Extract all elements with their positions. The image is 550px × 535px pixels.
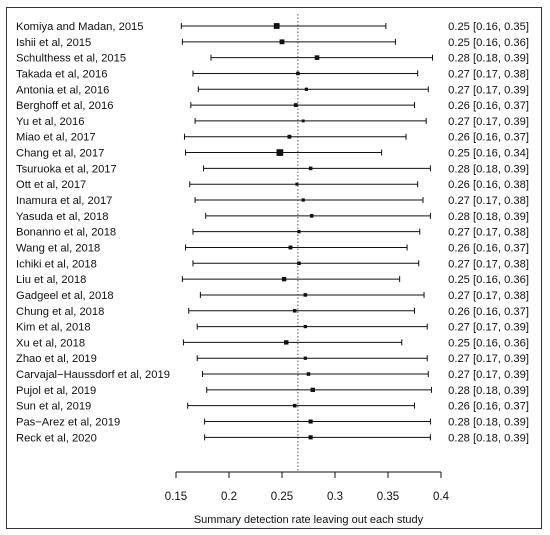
- study-label: Bonanno et al, 2018: [16, 227, 116, 239]
- point-estimate: [310, 387, 315, 393]
- study-label: Gadgeel et al, 2018: [16, 290, 114, 302]
- point-estimate: [314, 55, 320, 60]
- point-estimate: [296, 71, 300, 76]
- ci-text: 0.27 [0.17, 0.38]: [448, 258, 529, 270]
- ci-text: 0.25 [0.16, 0.36]: [448, 274, 529, 286]
- study-label: Miao et al, 2017: [16, 132, 96, 144]
- ci-text: 0.27 [0.17, 0.38]: [448, 195, 529, 207]
- study-label: Liu et al, 2018: [16, 274, 86, 286]
- study-label: Yu et al, 2016: [16, 116, 84, 128]
- study-label: Antonia et al, 2016: [16, 84, 109, 96]
- x-tick-label: 0.4: [433, 491, 450, 503]
- x-tick-label: 0.25: [271, 491, 293, 503]
- ci-text: 0.27 [0.17, 0.39]: [448, 369, 529, 381]
- point-estimate: [301, 198, 305, 202]
- ci-text: 0.25 [0.16, 0.35]: [448, 21, 529, 33]
- study-label: Kim et al, 2018: [16, 322, 91, 334]
- x-tick-label: 0.2: [221, 491, 237, 503]
- x-axis: 0.15 0.2 0.25 0.3 0.35 0.4: [165, 471, 450, 503]
- study-label: Ichiki et al, 2018: [16, 258, 97, 270]
- study-label: Pas−Arez et al, 2019: [16, 417, 120, 429]
- point-estimate: [304, 87, 309, 91]
- ci-text: 0.27 [0.17, 0.39]: [448, 84, 529, 96]
- point-estimate: [295, 182, 299, 186]
- study-label: Reck et al, 2020: [16, 432, 97, 444]
- ci-text: 0.28 [0.18, 0.39]: [448, 432, 529, 444]
- point-estimate: [297, 261, 301, 266]
- study-label: Chung et al, 2018: [16, 306, 104, 318]
- study-label: Berghoff et al, 2016: [16, 100, 113, 112]
- study-label: Zhao et al, 2019: [16, 353, 97, 365]
- study-label: Xu et al, 2018: [16, 337, 85, 349]
- point-estimate: [297, 230, 301, 234]
- study-label: Inamura et al, 2017: [16, 195, 112, 207]
- ci-text: 0.28 [0.18, 0.39]: [448, 385, 529, 397]
- x-tick-label: 0.15: [165, 491, 187, 503]
- ci-text: 0.25 [0.16, 0.34]: [448, 148, 529, 160]
- ci-text: 0.26 [0.16, 0.37]: [448, 132, 529, 144]
- point-estimate: [293, 103, 298, 108]
- ci-text: 0.26 [0.16, 0.37]: [448, 306, 529, 318]
- x-tick-label: 0.3: [327, 491, 343, 503]
- x-tick-label: 0.35: [377, 491, 399, 503]
- ci-text: 0.25 [0.16, 0.36]: [448, 337, 529, 349]
- ci-text: 0.27 [0.17, 0.39]: [448, 116, 529, 128]
- study-label: Wang et al, 2018: [16, 242, 100, 254]
- study-rows: Komiya and Madan, 2015 0.25 [0.16, 0.35] I…: [16, 14, 529, 472]
- point-estimate: [292, 403, 297, 408]
- ci-text: 0.26 [0.16, 0.38]: [448, 179, 529, 191]
- ci-text: 0.26 [0.16, 0.37]: [448, 100, 529, 112]
- point-estimate: [276, 149, 284, 156]
- point-estimate: [306, 372, 311, 376]
- ci-text: 0.27 [0.17, 0.38]: [448, 68, 529, 80]
- point-estimate: [279, 39, 285, 45]
- ci-text: 0.28 [0.18, 0.39]: [448, 211, 529, 223]
- ci-text: 0.28 [0.18, 0.39]: [448, 163, 529, 175]
- ci-text: 0.28 [0.18, 0.39]: [448, 417, 529, 429]
- ci-text: 0.28 [0.18, 0.39]: [448, 53, 529, 65]
- point-estimate: [308, 435, 313, 440]
- point-estimate: [301, 119, 305, 123]
- study-label: Yasuda et al, 2018: [16, 211, 108, 223]
- ci-text: 0.27 [0.17, 0.38]: [448, 290, 529, 302]
- ci-text: 0.25 [0.16, 0.36]: [448, 37, 529, 49]
- point-estimate: [284, 340, 289, 345]
- study-label: Pujol et al, 2019: [16, 385, 96, 397]
- study-label: Carvajal−Haussdorf et al, 2019: [16, 369, 170, 381]
- ci-text: 0.27 [0.17, 0.39]: [448, 322, 529, 334]
- study-label: Chang et al, 2017: [16, 148, 104, 160]
- ci-text: 0.27 [0.17, 0.39]: [448, 353, 529, 365]
- study-label: Ott et al, 2017: [16, 179, 86, 191]
- point-estimate: [303, 324, 307, 329]
- ci-text: 0.26 [0.16, 0.37]: [448, 242, 529, 254]
- ci-text: 0.27 [0.17, 0.38]: [448, 227, 529, 239]
- point-estimate: [303, 293, 308, 297]
- ci-text: 0.26 [0.16, 0.37]: [448, 401, 529, 413]
- study-label: Komiya and Madan, 2015: [16, 21, 144, 33]
- study-label: Tsuruoka et al, 2017: [16, 163, 117, 175]
- plot-frame: [6, 7, 542, 529]
- study-label: Takada et al, 2016: [16, 68, 107, 80]
- point-estimate: [309, 214, 314, 218]
- point-estimate: [308, 419, 313, 424]
- point-estimate: [287, 134, 292, 139]
- study-label: Ishii et al, 2015: [16, 37, 91, 49]
- point-estimate: [303, 356, 307, 360]
- study-label: Schulthess et al, 2015: [16, 53, 126, 65]
- point-estimate: [308, 166, 313, 171]
- study-label: Sun et al, 2019: [16, 401, 91, 413]
- point-estimate: [281, 276, 287, 282]
- point-estimate: [292, 308, 297, 313]
- point-estimate: [273, 23, 280, 29]
- x-axis-title: Summary detection rate leaving out each …: [194, 514, 424, 526]
- point-estimate: [288, 245, 293, 250]
